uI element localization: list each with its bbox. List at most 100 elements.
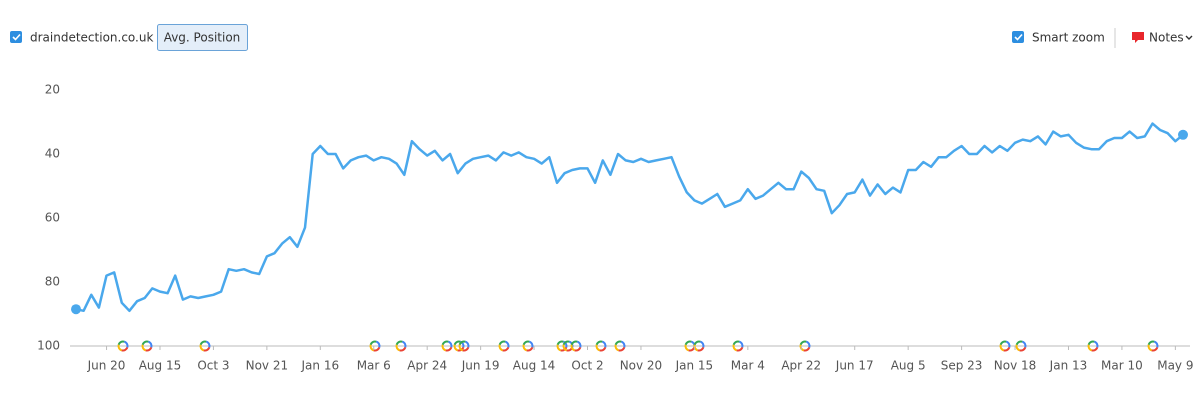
note-icon — [1091, 346, 1099, 352]
end-point — [1178, 129, 1188, 140]
note-icon — [732, 340, 740, 346]
note-icon — [595, 340, 603, 346]
note-icon — [399, 346, 407, 352]
note-icon — [395, 340, 403, 346]
note-icon — [576, 340, 582, 348]
note-icon — [1005, 340, 1011, 348]
note-icon — [459, 340, 465, 348]
note-icon — [736, 346, 744, 352]
series-line — [75, 122, 1184, 313]
note-icon — [1147, 344, 1153, 352]
y-tick-label: 20 — [45, 83, 60, 97]
check-icon — [12, 33, 21, 41]
note-icon — [570, 340, 578, 346]
x-tick-label: Nov 18 — [994, 359, 1037, 373]
note-icon — [1015, 344, 1021, 352]
smart-zoom-label: Smart zoom — [1032, 31, 1105, 45]
note-icon — [799, 340, 807, 346]
note-icon — [562, 340, 568, 348]
note-icon — [803, 346, 811, 352]
note-icon — [464, 340, 470, 348]
note-icon — [1147, 340, 1155, 346]
note-icon — [462, 346, 470, 352]
note-icon — [999, 340, 1007, 346]
note-icon — [614, 344, 620, 352]
x-tick-label: Aug 14 — [513, 359, 556, 373]
note-icon — [1021, 340, 1027, 348]
x-tick-label: Oct 3 — [197, 359, 229, 373]
x-tick-label: May 9 — [1157, 359, 1193, 373]
note-icon — [199, 340, 207, 346]
note-icon — [574, 346, 582, 352]
note-icon — [117, 344, 123, 352]
note-icon — [526, 346, 534, 352]
x-tick-label: Jan 13 — [1049, 359, 1088, 373]
x-tick-label: Mar 6 — [357, 359, 391, 373]
note-icon — [738, 340, 744, 348]
note-icon — [141, 344, 147, 352]
note-icon — [620, 340, 626, 348]
x-tick-label: Jan 15 — [675, 359, 714, 373]
y-tick-label: 100 — [37, 339, 60, 353]
metric-label: Avg. Position — [164, 31, 241, 45]
x-tick-label: Sep 23 — [941, 359, 983, 373]
end-point — [71, 304, 81, 315]
note-icon — [1015, 340, 1023, 346]
note-icon — [1093, 340, 1099, 348]
note-icon — [570, 344, 576, 352]
note-icon — [1087, 344, 1093, 352]
note-icon — [121, 346, 129, 352]
note-icon — [1003, 346, 1011, 352]
note-icon — [556, 344, 562, 352]
x-tick-label: Jun 17 — [835, 359, 874, 373]
x-tick-label: Mar 4 — [731, 359, 765, 373]
domain-label: draindetection.co.uk — [30, 31, 153, 45]
note-icon — [141, 340, 149, 346]
note-icon — [205, 340, 211, 348]
note-icon — [373, 346, 381, 352]
note-icon — [502, 346, 510, 352]
chevron[interactable] — [1185, 35, 1193, 40]
checkbox[interactable] — [10, 31, 22, 43]
x-tick-label: Apr 22 — [781, 359, 821, 373]
x-tick-label: Mar 10 — [1101, 359, 1143, 373]
checkbox[interactable] — [1012, 31, 1024, 43]
note-icon — [203, 346, 211, 352]
note-icon — [732, 344, 738, 352]
note-icon — [684, 344, 690, 352]
note-icon — [395, 344, 401, 352]
note-icon — [458, 344, 464, 352]
note-icon — [688, 346, 696, 352]
note-icon — [684, 340, 692, 346]
note-icon — [601, 340, 607, 348]
note-icon — [805, 340, 811, 348]
note-icon — [1151, 346, 1159, 352]
note-icon — [522, 344, 528, 352]
notes-icon — [1132, 32, 1144, 43]
note-icon — [458, 340, 466, 346]
note-icon — [697, 346, 705, 352]
note-icon — [123, 340, 129, 348]
notes-label[interactable]: Notes — [1149, 31, 1184, 45]
toolbar: draindetection.co.uk Avg. Position Smart… — [10, 24, 1193, 51]
note-icon — [562, 340, 570, 346]
note-icon — [447, 340, 453, 348]
note-icon — [618, 346, 626, 352]
y-tick-label: 80 — [45, 275, 60, 289]
note-icon — [1153, 340, 1159, 348]
note-icon — [453, 344, 459, 352]
note-icon — [117, 340, 125, 346]
note-icon — [699, 340, 705, 348]
x-tick-label: Oct 2 — [571, 359, 603, 373]
note-icon — [453, 340, 461, 346]
note-icon — [999, 344, 1005, 352]
note-icon — [614, 340, 622, 346]
x-tick-label: Jan 16 — [301, 359, 340, 373]
metric-button[interactable] — [157, 24, 248, 51]
note-icon — [556, 340, 564, 346]
note-icon — [522, 340, 530, 346]
note-icon — [401, 340, 407, 348]
x-tick-label: Jun 20 — [87, 359, 126, 373]
note-icon — [369, 340, 377, 346]
note-icon — [147, 340, 153, 348]
